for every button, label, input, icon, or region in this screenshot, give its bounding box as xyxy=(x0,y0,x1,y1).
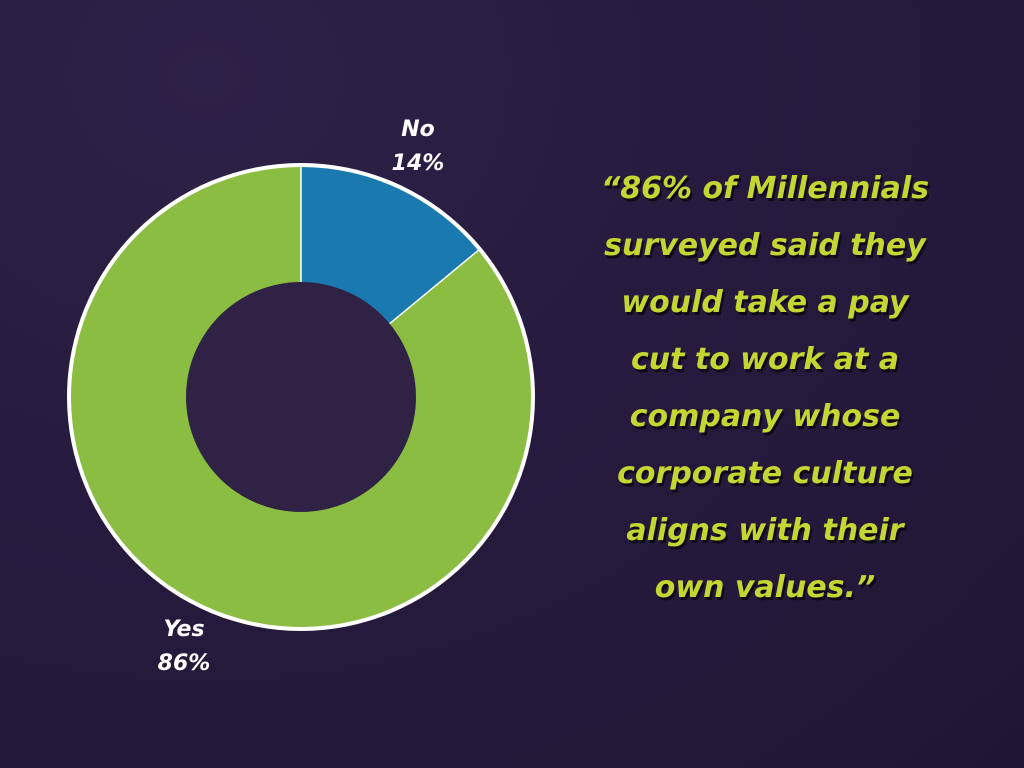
quote-line: company whose xyxy=(629,399,901,434)
quote-line: aligns with their xyxy=(626,513,904,548)
quote-line: cut to work at a xyxy=(630,342,900,377)
slice-label-no: No xyxy=(401,117,435,142)
slice-value-no: 14% xyxy=(392,151,445,176)
quote-line: own values.” xyxy=(654,570,876,605)
quote-line: corporate culture xyxy=(617,456,913,491)
donut-hole xyxy=(186,282,416,512)
donut-chart: No 14% Yes 86% xyxy=(70,117,531,676)
quote-line: surveyed said they xyxy=(604,228,926,263)
quote-line: “86% of Millennials xyxy=(600,171,930,206)
slice-value-yes: 86% xyxy=(158,651,211,676)
survey-quote: “86% of Millennials surveyed said they wou… xyxy=(560,160,970,616)
slice-label-yes: Yes xyxy=(163,617,204,642)
quote-line: would take a pay xyxy=(621,285,909,320)
